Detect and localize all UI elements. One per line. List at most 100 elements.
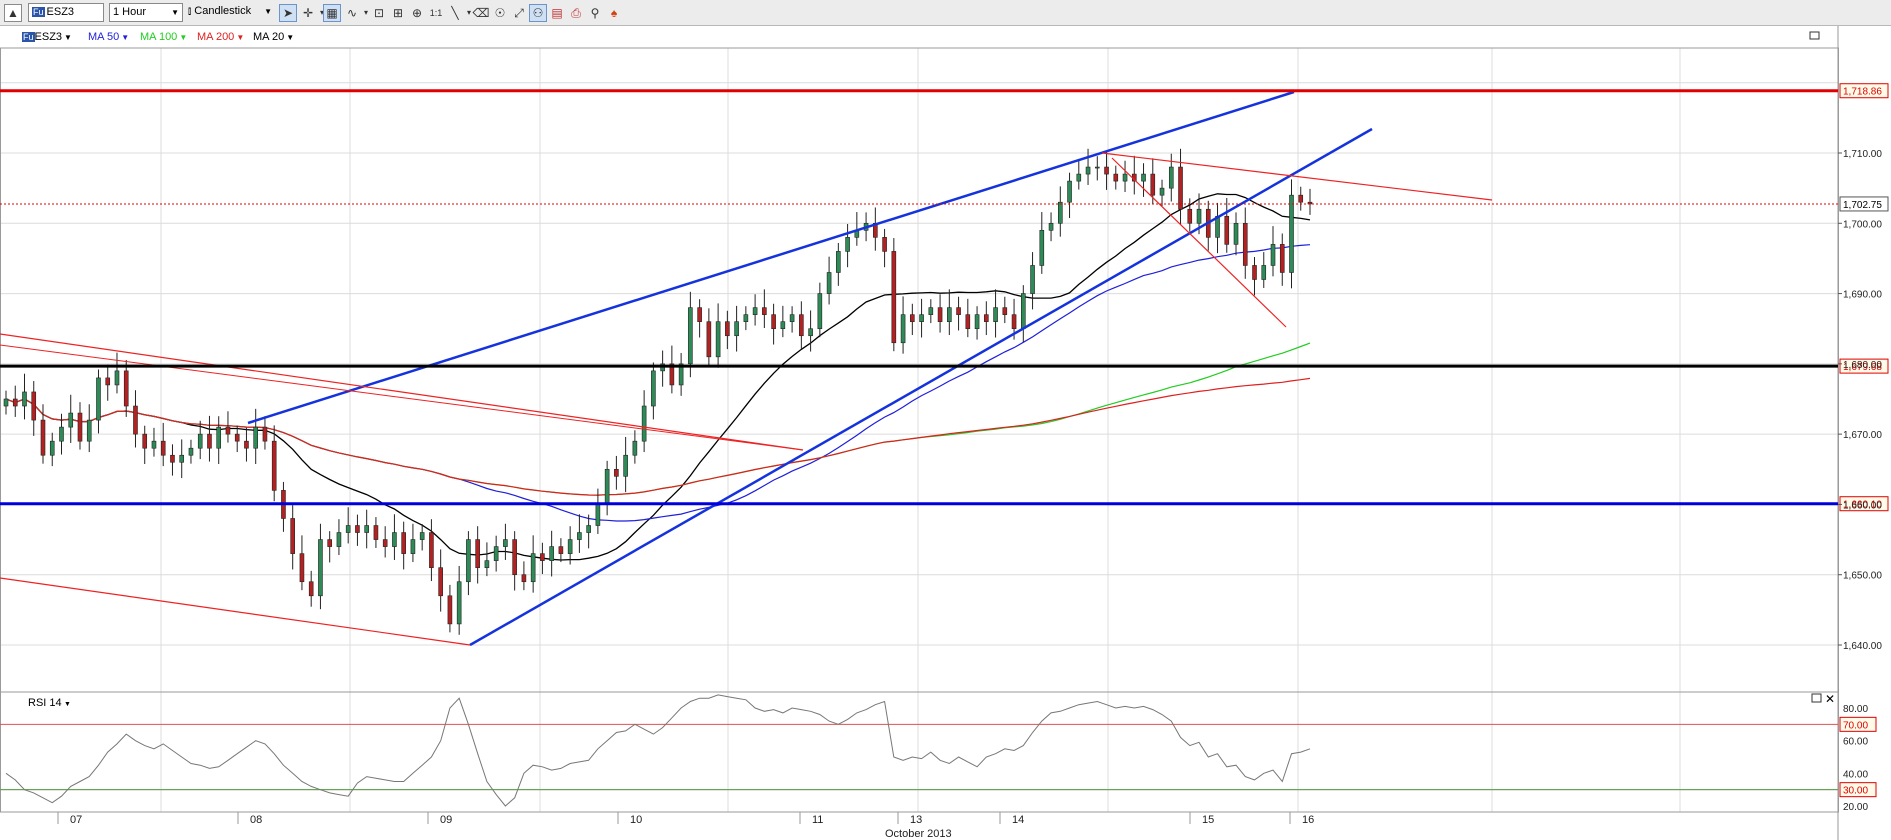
candle-down [521, 574, 527, 583]
pullback-line[interactable] [1111, 157, 1287, 328]
chevron-down-icon[interactable]: ▼ [64, 701, 71, 708]
level-price-badge [1839, 83, 1889, 99]
chevron-down-icon[interactable]: ▾ [466, 8, 471, 17]
candle-up [253, 426, 259, 449]
trend-lines[interactable] [0, 90, 1493, 647]
candle-up [743, 314, 749, 322]
alert-icon[interactable]: ⚲ [590, 6, 600, 20]
candle-down [956, 307, 961, 315]
candle-down [1178, 166, 1183, 210]
candle-up [1048, 222, 1054, 231]
expand-icon[interactable]: ⤢ [514, 6, 524, 20]
candle-down [910, 314, 915, 322]
y-tick-label: 1,650.00 [1843, 571, 1882, 582]
candle-down [512, 539, 517, 576]
channel-lower-line[interactable] [469, 127, 1373, 647]
chart-settings-icon[interactable]: ▤ [551, 6, 563, 20]
candle-up [216, 426, 222, 449]
legend-ma200[interactable]: MA 200 ▼ [197, 31, 244, 43]
candle-up [604, 468, 610, 505]
candle-up [993, 307, 998, 322]
resistance-line[interactable] [1101, 152, 1493, 201]
candle-up [3, 398, 9, 407]
candle-up [1030, 265, 1035, 294]
chevron-down-icon[interactable]: ▾ [319, 8, 324, 17]
legend-ma50[interactable]: MA 50 ▼ [88, 31, 129, 43]
maximize-panel-icon[interactable] [1809, 31, 1820, 40]
candle-up [1261, 265, 1267, 280]
candle-down [762, 307, 767, 315]
support-line[interactable] [0, 577, 471, 646]
link-icon[interactable]: ⚇ [529, 4, 547, 22]
candle-down [429, 532, 434, 568]
candle-up [364, 525, 369, 533]
print-icon[interactable]: ⎙ [571, 6, 581, 20]
one-to-one-icon[interactable]: 1:1 [429, 8, 443, 18]
candle-down [937, 307, 943, 322]
candle-up [493, 546, 499, 561]
candle-down [170, 454, 175, 463]
candle-up [503, 539, 508, 547]
y-tick-label: 1,700.00 [1843, 219, 1882, 230]
candles [3, 148, 1313, 635]
candle-down [706, 321, 712, 358]
zoom-box-icon[interactable]: ⊞ [392, 6, 404, 20]
chart-toolbar: ▲ Fu ESZ3 1 Hour ▼ ⫾ Candlestick ▼ ➤ ✛ ▾ … [0, 0, 1891, 26]
candle-up [752, 307, 758, 315]
rsi-tick-label: 40.00 [1843, 769, 1868, 780]
candle-up [974, 314, 980, 330]
price-axis[interactable]: 1,718.86 1,679.68 1,660.10 1,702.75 1,640.00… [1838, 83, 1889, 652]
candle-up [734, 321, 739, 337]
candle-down [475, 539, 480, 568]
last-price-badge [1839, 196, 1889, 212]
rsi-level-badge [1839, 716, 1877, 732]
interval-select[interactable]: 1 Hour ▼ [109, 3, 183, 22]
candle-up [808, 328, 813, 337]
candle-down [1150, 173, 1156, 196]
candle-down [327, 539, 332, 547]
chart-style-select[interactable]: ⫾ Candlestick ▼ [188, 3, 274, 22]
candle-up [715, 321, 721, 358]
zoom-icon[interactable]: ⊕ [411, 6, 423, 20]
rsi-label[interactable]: RSI 14 [28, 697, 62, 709]
candle-down [1002, 307, 1008, 315]
candle-up [1141, 173, 1146, 182]
candle-up [336, 532, 342, 547]
channel-upper-line[interactable] [247, 90, 1295, 425]
legend-symbol[interactable]: FuESZ3 ▼ [22, 31, 72, 43]
collapse-toolbar-button[interactable]: ▲ [4, 4, 22, 22]
downtrend-line-1[interactable] [0, 333, 804, 451]
indicator-icon[interactable]: ∿ [346, 6, 358, 20]
candle-up [392, 532, 397, 547]
crosshair-tool-icon[interactable]: ✛ [302, 6, 314, 20]
level-price-label: 1,660.10 [1843, 500, 1882, 511]
trend-line-icon[interactable]: ╲ [451, 6, 459, 20]
data-window-icon[interactable]: ⊡ [373, 6, 385, 20]
candle-down [290, 518, 295, 554]
candle-down [382, 539, 388, 547]
chart-grid [0, 26, 1839, 840]
candle-down [1224, 215, 1230, 245]
chevron-down-icon[interactable]: ▾ [363, 8, 368, 17]
time-axis[interactable]: 07 08 09 10 11 13 14 15 16 October 2013 [0, 811, 1838, 840]
candle-down [373, 525, 379, 540]
price-chart[interactable]: 1,718.86 1,679.68 1,660.10 1,702.75 1,640.00… [0, 26, 1891, 840]
maximize-panel-icon[interactable] [1811, 693, 1822, 703]
fibonacci-icon[interactable]: ☉ [494, 6, 506, 20]
candle-down [271, 440, 277, 491]
legend-ma100[interactable]: MA 100 ▼ [140, 31, 187, 43]
eraser-icon[interactable]: ⌫ [472, 6, 490, 20]
horizontal-levels[interactable] [0, 89, 1838, 506]
bell-icon[interactable]: ♠ [610, 6, 618, 20]
time-tick-label: 10 [630, 814, 642, 826]
y-tick-label: 1,690.00 [1843, 290, 1882, 301]
pointer-tool-icon[interactable]: ➤ [279, 4, 297, 22]
downtrend-line-2[interactable] [0, 344, 804, 451]
legend-ma20[interactable]: MA 20 ▼ [253, 31, 294, 43]
legend-ma20-label: MA 20 [253, 31, 285, 43]
candle-up [59, 426, 64, 442]
symbol-field[interactable]: Fu ESZ3 [28, 3, 104, 22]
close-icon[interactable]: ✕ [1825, 692, 1835, 706]
ma20-line [5, 193, 1311, 561]
grid-toggle-icon[interactable]: ▦ [323, 4, 341, 22]
